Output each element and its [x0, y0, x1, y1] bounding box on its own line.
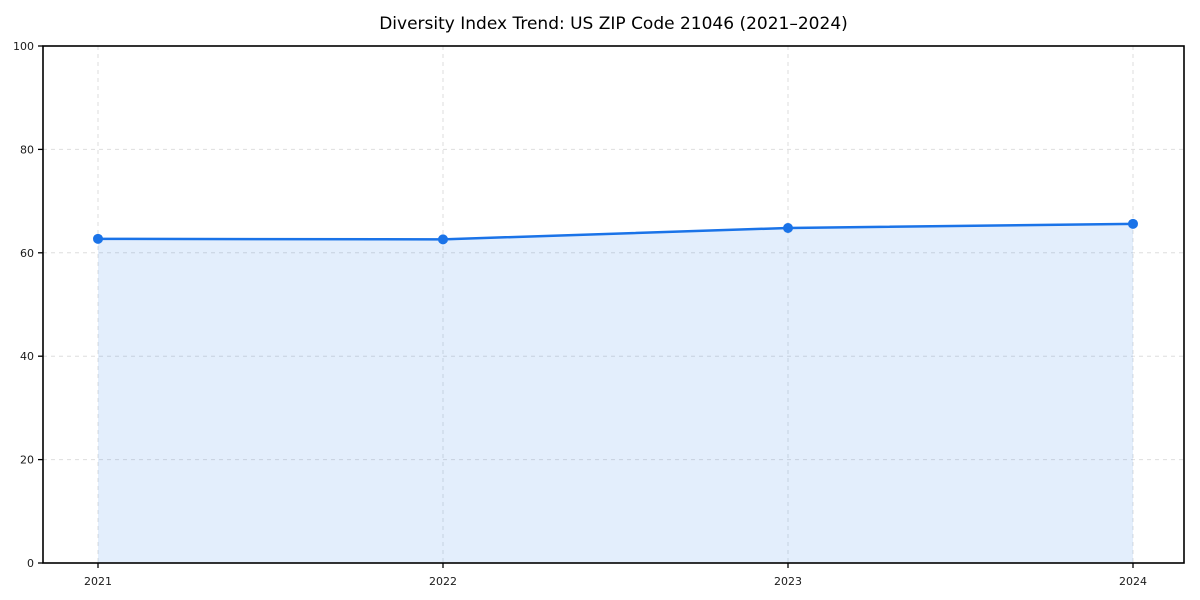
plot-border	[42, 45, 1185, 564]
y-tick-label: 60	[20, 247, 34, 260]
y-tick-label: 0	[27, 557, 34, 570]
data-point-marker	[93, 233, 103, 244]
x-tick-label: 2021	[84, 575, 112, 588]
area-fill	[98, 223, 1133, 563]
data-point-marker	[438, 234, 448, 245]
data-point-marker	[1128, 218, 1138, 229]
y-tick-label: 100	[13, 40, 34, 53]
x-tick-label: 2022	[429, 575, 457, 588]
chart-title: Diversity Index Trend: US ZIP Code 21046…	[379, 14, 848, 34]
y-tick-label: 80	[20, 143, 34, 156]
data-point-marker	[783, 222, 793, 233]
trend-line	[96, 222, 1135, 241]
y-tick-label: 20	[20, 454, 34, 467]
x-tick-label: 2023	[774, 575, 802, 588]
y-tick-label: 40	[20, 350, 34, 363]
x-tick-label: 2024	[1119, 575, 1147, 588]
